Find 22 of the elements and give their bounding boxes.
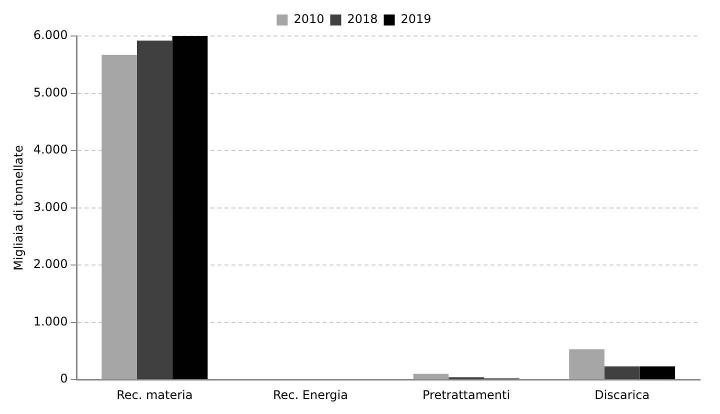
legend-label: 2010 <box>294 12 324 26</box>
bar <box>413 374 449 380</box>
bar <box>137 40 172 380</box>
x-tick-label: Discarica <box>594 388 650 402</box>
y-tick-label: 4.000 <box>33 142 68 157</box>
x-tick-label: Rec. materia <box>116 388 193 402</box>
legend-label: 2018 <box>347 12 378 26</box>
y-axis-title: Migliaia di tonnellate <box>11 145 26 270</box>
bar <box>640 366 676 380</box>
x-tick-label: Rec. Energia <box>272 388 348 402</box>
y-tick-label: 5.000 <box>33 85 68 100</box>
bar <box>604 366 640 380</box>
y-tick-label: 0 <box>60 372 68 386</box>
x-tick-label: Pretrattamenti <box>422 388 510 402</box>
bar <box>569 349 604 380</box>
y-tick-label: 6.000 <box>33 28 68 42</box>
legend-label: 2019 <box>400 12 432 26</box>
bar <box>102 54 137 380</box>
y-tick-label: 3.000 <box>33 200 68 214</box>
bar <box>172 36 208 380</box>
y-tick-label: 2.000 <box>33 257 68 272</box>
y-tick-label: 1.000 <box>33 314 68 328</box>
